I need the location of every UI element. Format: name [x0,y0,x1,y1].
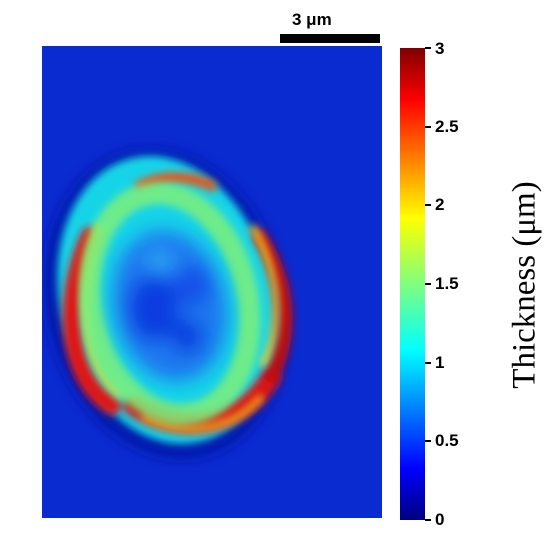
colorbar-tick-label: 0.5 [435,431,459,451]
scale-bar-label: 3 μm [292,10,332,29]
colorbar-tick [425,47,431,49]
colorbar-tick [425,440,431,443]
colorbar-tick-label: 3 [435,39,445,58]
scale-bar [280,34,380,43]
colorbar-tick [425,204,431,207]
colorbar-tick-label: 2.5 [435,116,459,136]
colorbar-tick-label: 1.5 [435,274,459,293]
colorbar-tick-label: 1 [435,352,445,372]
colorbar-tick [425,283,431,285]
colorbar-tick-label: 2 [435,195,445,215]
thickness-map-image [42,46,382,518]
colorbar [400,48,425,520]
colorbar-tick-label: 0 [435,510,445,529]
colorbar-tick [425,361,431,364]
colorbar-title: Thickness (μm) [506,181,543,389]
colorbar-tick [425,125,431,128]
colorbar-tick [425,519,431,521]
